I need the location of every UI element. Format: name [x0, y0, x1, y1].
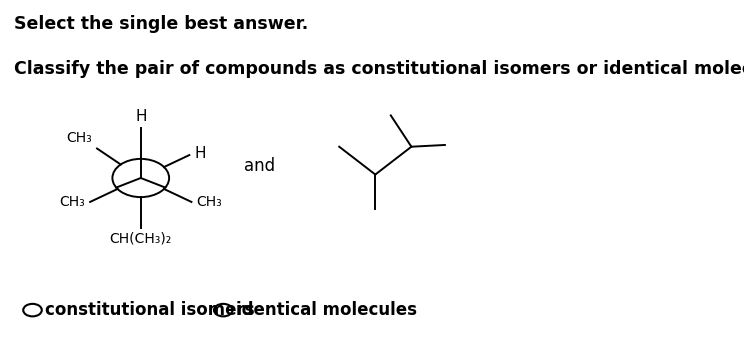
Text: identical molecules: identical molecules [236, 301, 417, 319]
Text: CH₃: CH₃ [196, 195, 222, 209]
Text: H: H [194, 146, 206, 161]
Text: Select the single best answer.: Select the single best answer. [14, 15, 309, 33]
Text: constitutional isomers: constitutional isomers [45, 301, 255, 319]
Text: CH(CH₃)₂: CH(CH₃)₂ [109, 232, 172, 246]
Text: CH₃: CH₃ [66, 131, 92, 145]
Text: and: and [244, 157, 275, 175]
Text: Classify the pair of compounds as constitutional isomers or identical molecules.: Classify the pair of compounds as consti… [14, 60, 744, 78]
Text: H: H [135, 109, 147, 124]
Text: CH₃: CH₃ [60, 195, 85, 209]
